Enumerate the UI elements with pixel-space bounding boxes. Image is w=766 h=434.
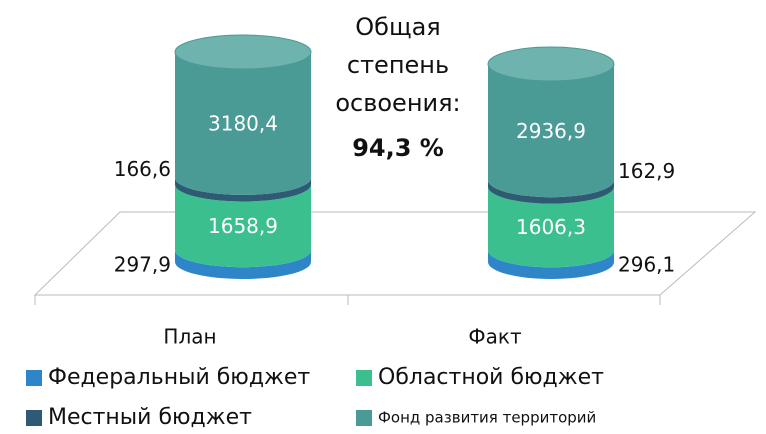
legend-label: Местный бюджет: [48, 405, 252, 430]
data-label: 2936,9: [516, 119, 586, 143]
legend-swatch: [26, 370, 42, 386]
cylinder-top: [174, 34, 312, 70]
cylinder-segment: [175, 250, 311, 279]
data-label: 296,1: [618, 253, 675, 277]
legend-swatch: [26, 410, 42, 426]
x-tick-label: План: [163, 325, 216, 349]
cylinder-segment: [488, 63, 614, 198]
data-label: 1658,9: [208, 214, 278, 238]
legend-label: Федеральный бюджет: [48, 365, 310, 390]
cylinder-segment: [175, 52, 311, 195]
data-label: 297,9: [114, 253, 171, 277]
cylinder-segment: [488, 180, 614, 204]
cylinder-segment: [175, 177, 311, 202]
legend-swatch: [356, 370, 372, 386]
cylinder-segment: [488, 250, 614, 279]
data-label: 162,9: [618, 159, 675, 183]
cylinder-segment: [488, 186, 614, 268]
legend-label: Фонд развития территорий: [378, 409, 596, 427]
data-label: 3180,4: [208, 112, 278, 136]
legend-swatch: [356, 410, 372, 426]
cylinder-top: [487, 46, 615, 82]
annotation: Общая степень освоения:: [335, 13, 461, 117]
cylinder-segment: [175, 184, 311, 268]
legend-label: Областной бюджет: [378, 365, 604, 390]
data-label: 1606,3: [516, 215, 586, 239]
annotation-value: 94,3 %: [352, 134, 444, 162]
x-tick-label: Факт: [468, 325, 522, 349]
data-label: 166,6: [114, 157, 171, 181]
